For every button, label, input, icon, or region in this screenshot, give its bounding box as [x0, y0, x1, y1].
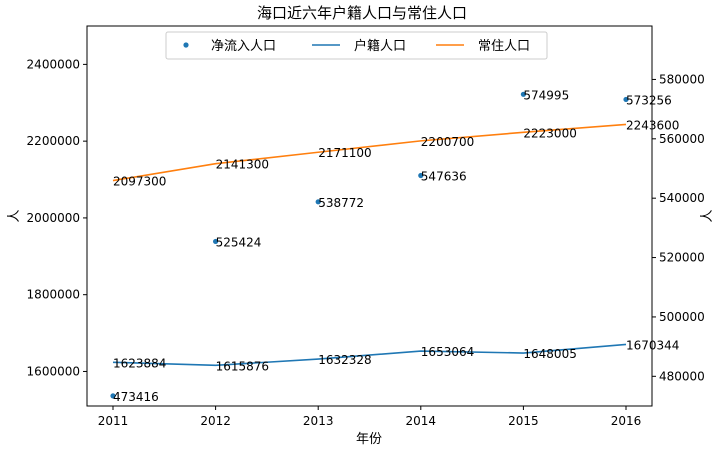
y-axis-label-right: 人 [700, 209, 715, 222]
data-label-registered: 1670344 [626, 338, 679, 352]
point-net-inflow [623, 96, 629, 103]
x-axis-label: 年份 [356, 432, 382, 447]
point-net-inflow [110, 393, 116, 399]
data-label-registered: 1653064 [421, 345, 474, 359]
left-axis: 1600000 1800000 2000000 2200000 2400000 [27, 57, 87, 378]
data-label-net-inflow: 573256 [626, 93, 672, 107]
legend-label-net-inflow: 净流入人口 [211, 39, 276, 54]
point-net-inflow [315, 199, 321, 205]
x-tick-label: 2011 [98, 414, 129, 428]
data-label-net-inflow: 547636 [421, 170, 467, 184]
data-label-registered: 1623884 [113, 356, 166, 370]
data-label-registered: 1615876 [216, 359, 269, 373]
data-label-resident: 2097300 [113, 175, 166, 189]
series-line-resident [112, 123, 627, 182]
legend-label-registered: 户籍人口 [354, 38, 406, 54]
data-label-registered: 1648005 [523, 347, 576, 361]
plot-frame [86, 25, 653, 407]
data-label-resident: 2200700 [421, 135, 474, 149]
data-label-resident: 2141300 [216, 158, 269, 172]
chart-title: 海口近六年户籍人口与常住人口 [257, 4, 467, 22]
left-tick-label: 2400000 [27, 57, 80, 71]
x-tick-label: 2013 [303, 414, 334, 428]
left-tick-label: 1800000 [27, 288, 80, 302]
right-tick-label: 520000 [659, 251, 705, 265]
legend: 净流入人口 户籍人口 常住人口 [165, 31, 548, 60]
series-line-registered [112, 343, 627, 367]
data-label-resident: 2243600 [626, 118, 679, 132]
right-tick-label: 560000 [659, 132, 705, 146]
x-tick-label: 2012 [200, 414, 231, 428]
right-tick-label: 480000 [659, 369, 705, 383]
right-tick-label: 540000 [659, 191, 705, 205]
x-axis: 2011 2012 2013 2014 2015 2016 [98, 406, 642, 428]
left-tick-label: 1600000 [27, 364, 80, 378]
data-label-resident: 2171100 [318, 146, 371, 160]
x-tick-label: 2016 [611, 414, 642, 428]
x-tick-label: 2015 [508, 414, 539, 428]
right-tick-label: 500000 [659, 310, 705, 324]
right-tick-label: 580000 [659, 72, 705, 86]
point-net-inflow [213, 238, 219, 245]
series-layer: 473416 525424 538772 547636 574995 573256 1623… [110, 88, 679, 404]
data-label-net-inflow: 574995 [523, 88, 569, 102]
data-label-net-inflow: 525424 [216, 235, 262, 249]
y-axis-label-left: 人 [7, 209, 22, 222]
data-label-registered: 1632328 [318, 353, 371, 367]
x-tick-label: 2014 [406, 414, 437, 428]
left-tick-label: 2200000 [27, 134, 80, 148]
data-label-resident: 2223000 [523, 126, 576, 140]
data-label-net-inflow: 473416 [113, 390, 159, 404]
point-net-inflow [520, 91, 527, 97]
right-axis: 480000 500000 520000 540000 560000 580000 [652, 72, 705, 383]
legend-box [165, 31, 548, 60]
legend-label-resident: 常住人口 [478, 39, 530, 54]
point-net-inflow [418, 172, 424, 179]
left-tick-label: 2000000 [27, 211, 80, 225]
legend-marker-net-inflow [183, 42, 189, 48]
data-label-net-inflow: 538772 [318, 196, 364, 210]
